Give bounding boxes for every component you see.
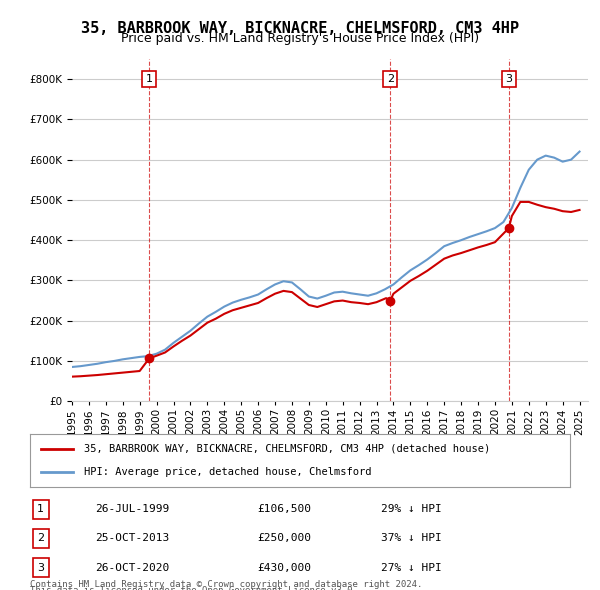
Text: £250,000: £250,000: [257, 533, 311, 543]
Text: Price paid vs. HM Land Registry's House Price Index (HPI): Price paid vs. HM Land Registry's House …: [121, 32, 479, 45]
Text: 27% ↓ HPI: 27% ↓ HPI: [381, 563, 442, 572]
Text: 1: 1: [146, 74, 153, 84]
Text: 35, BARBROOK WAY, BICKNACRE, CHELMSFORD, CM3 4HP: 35, BARBROOK WAY, BICKNACRE, CHELMSFORD,…: [81, 21, 519, 35]
Text: 37% ↓ HPI: 37% ↓ HPI: [381, 533, 442, 543]
Text: HPI: Average price, detached house, Chelmsford: HPI: Average price, detached house, Chel…: [84, 467, 371, 477]
Text: £106,500: £106,500: [257, 504, 311, 514]
Text: 2: 2: [386, 74, 394, 84]
Text: 26-JUL-1999: 26-JUL-1999: [95, 504, 169, 514]
Text: 3: 3: [505, 74, 512, 84]
Text: 35, BARBROOK WAY, BICKNACRE, CHELMSFORD, CM3 4HP (detached house): 35, BARBROOK WAY, BICKNACRE, CHELMSFORD,…: [84, 444, 490, 454]
Text: 3: 3: [37, 563, 44, 572]
Text: 26-OCT-2020: 26-OCT-2020: [95, 563, 169, 572]
Text: 2: 2: [37, 533, 44, 543]
Text: Contains HM Land Registry data © Crown copyright and database right 2024.: Contains HM Land Registry data © Crown c…: [30, 580, 422, 589]
Text: 29% ↓ HPI: 29% ↓ HPI: [381, 504, 442, 514]
Text: 25-OCT-2013: 25-OCT-2013: [95, 533, 169, 543]
Text: 1: 1: [37, 504, 44, 514]
Text: £430,000: £430,000: [257, 563, 311, 572]
Text: This data is licensed under the Open Government Licence v3.0.: This data is licensed under the Open Gov…: [30, 586, 358, 590]
